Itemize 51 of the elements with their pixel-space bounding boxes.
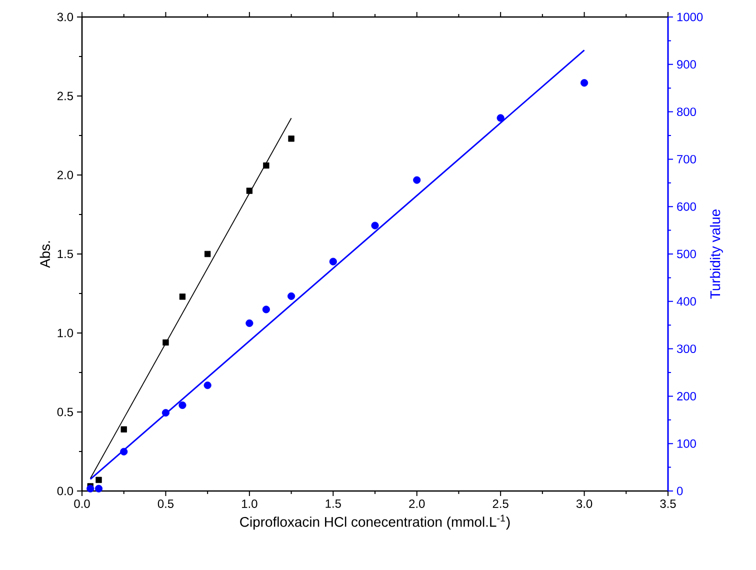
y2-tick-label: 500 [676,250,696,258]
y-tick-label: 1.5 [58,250,73,258]
y-tick-label: 0.0 [57,486,74,496]
y-tick-label: 0.5 [57,408,73,416]
point [246,188,253,194]
point [371,222,379,230]
x-tick-label: 0.5 [158,500,174,508]
y-axis-title: Abs. [40,241,50,268]
point [96,476,102,484]
x-tick-label: 1.0 [242,500,258,508]
point [329,258,337,266]
y2-tick-label: 1000 [677,12,703,22]
point [263,162,270,169]
x-axis-title: Ciprofloxacin HCl conecentration (mmol.L$^{-1}$) [240,514,510,530]
point [580,79,588,87]
x-tick-label: 3.5 [660,500,676,508]
y2-tick-label: 300 [676,344,696,354]
point [162,339,169,346]
point [120,426,127,432]
x-tick-label: 0.0 [74,500,90,508]
point [288,292,296,300]
y2-tick-label: 800 [677,108,696,116]
point [288,136,294,142]
x-tick-label: 2.0 [409,500,425,508]
point [413,176,421,184]
x-tick-label: 2.5 [492,500,508,508]
y-tick-label: 3.0 [57,12,74,22]
y2-tick-label: 900 [677,60,696,69]
x-tick-label: 3.0 [576,500,592,508]
x-tick-label: 1.5 [326,500,341,508]
point [496,114,504,122]
point [246,319,254,327]
y2-tick-label: 700 [677,154,696,164]
point [262,306,270,314]
y2-axis-title: Turbidity value [710,210,723,299]
point [120,448,128,456]
y-tick-label: 2.0 [57,170,74,180]
y2-tick-label: 400 [676,297,696,306]
y2-tick-label: 100 [677,439,696,448]
point [162,409,170,417]
y-tick-label: 1.0 [58,328,74,338]
y2-tick-label: 200 [677,392,696,400]
y-tick-label: 2.5 [57,92,73,100]
point [179,294,186,300]
point [178,401,186,409]
point [86,484,94,492]
y2-tick-label: 0 [676,486,683,496]
point [94,484,103,492]
y2-tick-label: 600 [677,202,696,211]
point [204,250,211,258]
point [204,382,212,390]
